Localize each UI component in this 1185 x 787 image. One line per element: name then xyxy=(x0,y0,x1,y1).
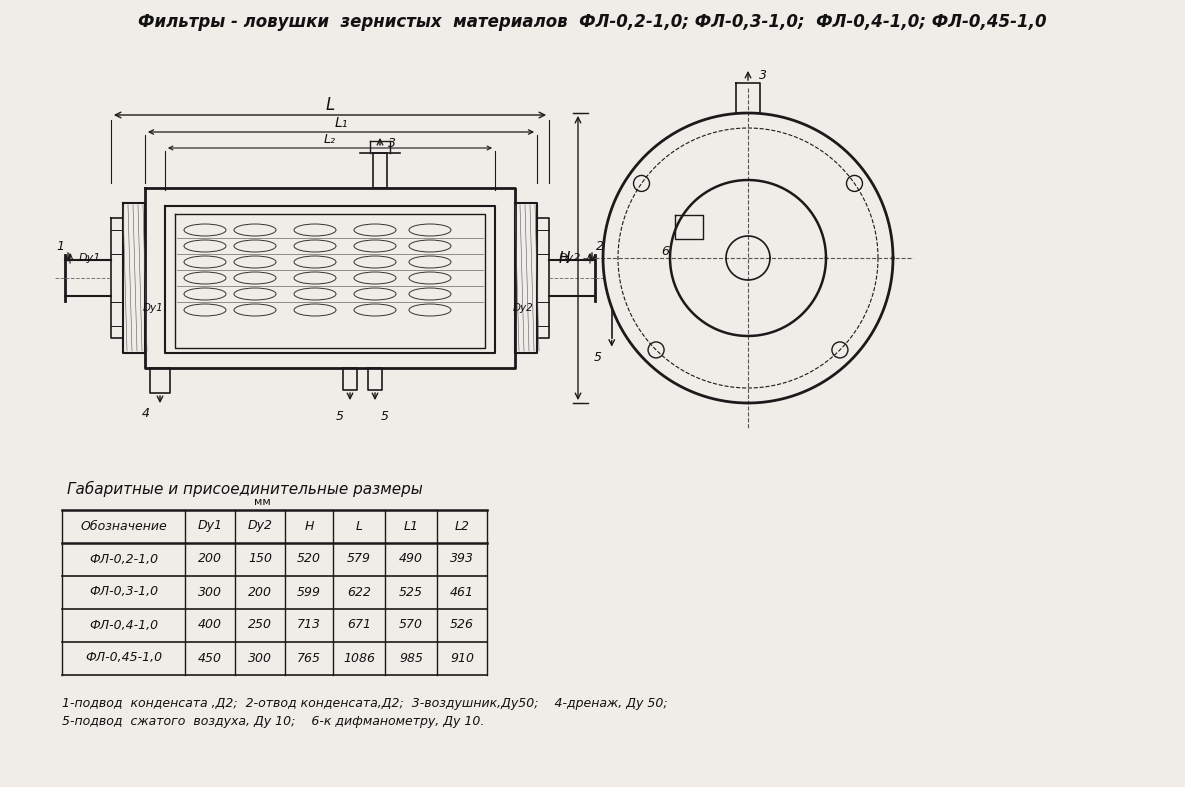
Text: 490: 490 xyxy=(399,552,423,566)
Text: 3: 3 xyxy=(760,68,767,82)
Text: 5: 5 xyxy=(382,409,389,423)
Text: 985: 985 xyxy=(399,652,423,664)
Text: 200: 200 xyxy=(248,586,273,598)
Text: L₁: L₁ xyxy=(334,116,347,130)
Text: 6: 6 xyxy=(661,245,670,258)
Text: ФЛ-0,45-1,0: ФЛ-0,45-1,0 xyxy=(85,652,162,664)
Text: Dу2: Dу2 xyxy=(513,303,533,313)
Text: 200: 200 xyxy=(198,552,222,566)
Text: 599: 599 xyxy=(297,586,321,598)
Text: ФЛ-0,2-1,0: ФЛ-0,2-1,0 xyxy=(89,552,158,566)
Text: H: H xyxy=(558,250,570,265)
Text: 3: 3 xyxy=(387,136,396,150)
Text: 4: 4 xyxy=(142,407,150,419)
Text: 910: 910 xyxy=(450,652,474,664)
Text: 5: 5 xyxy=(594,351,602,364)
Text: H: H xyxy=(305,519,314,533)
Text: 765: 765 xyxy=(297,652,321,664)
Text: L1: L1 xyxy=(404,519,418,533)
Text: 461: 461 xyxy=(450,586,474,598)
Text: 1: 1 xyxy=(56,239,64,253)
Text: 526: 526 xyxy=(450,619,474,631)
Text: 393: 393 xyxy=(450,552,474,566)
Text: Габаритные и присоединительные размеры: Габаритные и присоединительные размеры xyxy=(68,481,423,497)
Text: 250: 250 xyxy=(248,619,273,631)
Text: 300: 300 xyxy=(248,652,273,664)
Text: 713: 713 xyxy=(297,619,321,631)
Text: 2: 2 xyxy=(596,239,604,253)
Text: L2: L2 xyxy=(455,519,469,533)
Text: Dу1: Dу1 xyxy=(198,519,223,533)
Text: 622: 622 xyxy=(347,586,371,598)
Text: ФЛ-0,3-1,0: ФЛ-0,3-1,0 xyxy=(89,586,158,598)
Text: L: L xyxy=(356,519,363,533)
Text: 579: 579 xyxy=(347,552,371,566)
Text: Обозначение: Обозначение xyxy=(81,519,167,533)
Text: Dу1: Dу1 xyxy=(142,303,164,313)
Text: 5-подвод  сжатого  воздуха, Ду 10;    6-к дифманометру, Ду 10.: 5-подвод сжатого воздуха, Ду 10; 6-к диф… xyxy=(62,715,485,727)
Text: 520: 520 xyxy=(297,552,321,566)
Text: L: L xyxy=(326,96,334,114)
Text: 300: 300 xyxy=(198,586,222,598)
Text: ФЛ-0,4-1,0: ФЛ-0,4-1,0 xyxy=(89,619,158,631)
Text: 1-подвод  конденсата ,Д2;  2-отвод конденсата,Д2;  3-воздушник,Ду50;    4-дренаж: 1-подвод конденсата ,Д2; 2-отвод конденс… xyxy=(62,696,667,710)
Text: 400: 400 xyxy=(198,619,222,631)
Text: 1086: 1086 xyxy=(342,652,374,664)
Text: 671: 671 xyxy=(347,619,371,631)
Text: Dу1: Dу1 xyxy=(79,253,102,263)
Text: 5: 5 xyxy=(337,409,344,423)
Text: 525: 525 xyxy=(399,586,423,598)
Text: L₂: L₂ xyxy=(324,132,337,146)
Text: 150: 150 xyxy=(248,552,273,566)
Text: мм: мм xyxy=(254,497,270,507)
Text: 570: 570 xyxy=(399,619,423,631)
Text: 450: 450 xyxy=(198,652,222,664)
Text: Фильтры - ловушки  зернистых  материалов  ФЛ-0,2-1,0; ФЛ-0,3-1,0;  ФЛ-0,4-1,0; Ф: Фильтры - ловушки зернистых материалов Ф… xyxy=(137,13,1046,31)
Text: Dу2: Dу2 xyxy=(248,519,273,533)
Text: Dу2: Dу2 xyxy=(558,253,581,263)
